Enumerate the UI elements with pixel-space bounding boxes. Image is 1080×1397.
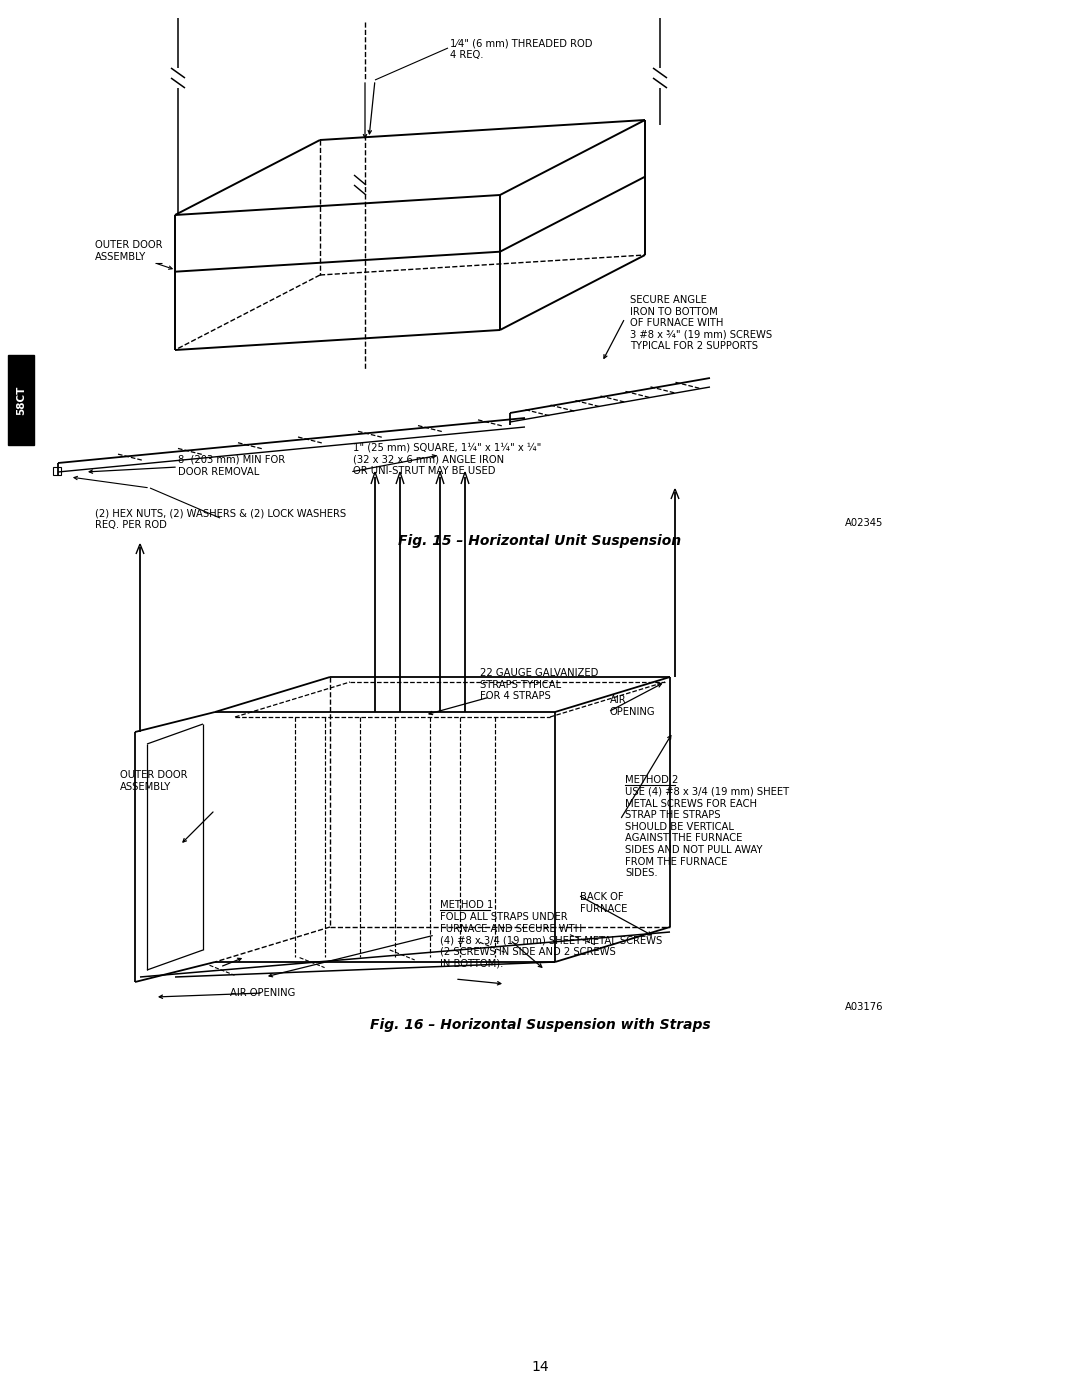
Text: OUTER DOOR
ASSEMBLY: OUTER DOOR ASSEMBLY	[95, 240, 162, 261]
Text: 58CT: 58CT	[16, 386, 26, 415]
Text: AIR
OPENING: AIR OPENING	[610, 694, 656, 717]
Text: BACK OF
FURNACE: BACK OF FURNACE	[580, 893, 627, 914]
Text: 22 GAUGE GALVANIZED
STRAPS TYPICAL
FOR 4 STRAPS: 22 GAUGE GALVANIZED STRAPS TYPICAL FOR 4…	[480, 668, 598, 701]
Text: 1⁄4" (6 mm) THREADED ROD
4 REQ.: 1⁄4" (6 mm) THREADED ROD 4 REQ.	[450, 38, 593, 60]
Text: SECURE ANGLE
IRON TO BOTTOM
OF FURNACE WITH
3 #8 x ¾" (19 mm) SCREWS
TYPICAL FOR: SECURE ANGLE IRON TO BOTTOM OF FURNACE W…	[630, 295, 772, 352]
Bar	[8, 355, 33, 446]
Text: Fig. 15 – Horizontal Unit Suspension: Fig. 15 – Horizontal Unit Suspension	[399, 534, 681, 548]
Bar	[53, 467, 60, 475]
Text: USE (4) #8 x 3/4 (19 mm) SHEET
METAL SCREWS FOR EACH
STRAP THE STRAPS
SHOULD BE : USE (4) #8 x 3/4 (19 mm) SHEET METAL SCR…	[625, 787, 789, 879]
Text: Fig. 16 – Horizontal Suspension with Straps: Fig. 16 – Horizontal Suspension with Str…	[369, 1018, 711, 1032]
Text: METHOD 1: METHOD 1	[440, 900, 494, 909]
Text: 14: 14	[531, 1361, 549, 1375]
Text: A03176: A03176	[845, 1002, 883, 1011]
Text: A02345: A02345	[845, 518, 883, 528]
Text: OUTER DOOR
ASSEMBLY: OUTER DOOR ASSEMBLY	[120, 770, 188, 792]
Text: METHOD 2: METHOD 2	[625, 775, 678, 785]
Text: 8  (203 mm) MIN FOR
DOOR REMOVAL: 8 (203 mm) MIN FOR DOOR REMOVAL	[178, 455, 285, 476]
Text: 1" (25 mm) SQUARE, 1¼" x 1¼" x ¼"
(32 x 32 x 6 mm) ANGLE IRON
OR UNI-STRUT MAY B: 1" (25 mm) SQUARE, 1¼" x 1¼" x ¼" (32 x …	[353, 443, 541, 476]
Text: (2) HEX NUTS, (2) WASHERS & (2) LOCK WASHERS
REQ. PER ROD: (2) HEX NUTS, (2) WASHERS & (2) LOCK WAS…	[95, 509, 346, 529]
Text: AIR OPENING: AIR OPENING	[230, 988, 295, 997]
Text: FOLD ALL STRAPS UNDER
FURNACE AND SECURE WTH
(4) #8 x 3/4 (19 mm) SHEET METAL SC: FOLD ALL STRAPS UNDER FURNACE AND SECURE…	[440, 912, 662, 968]
